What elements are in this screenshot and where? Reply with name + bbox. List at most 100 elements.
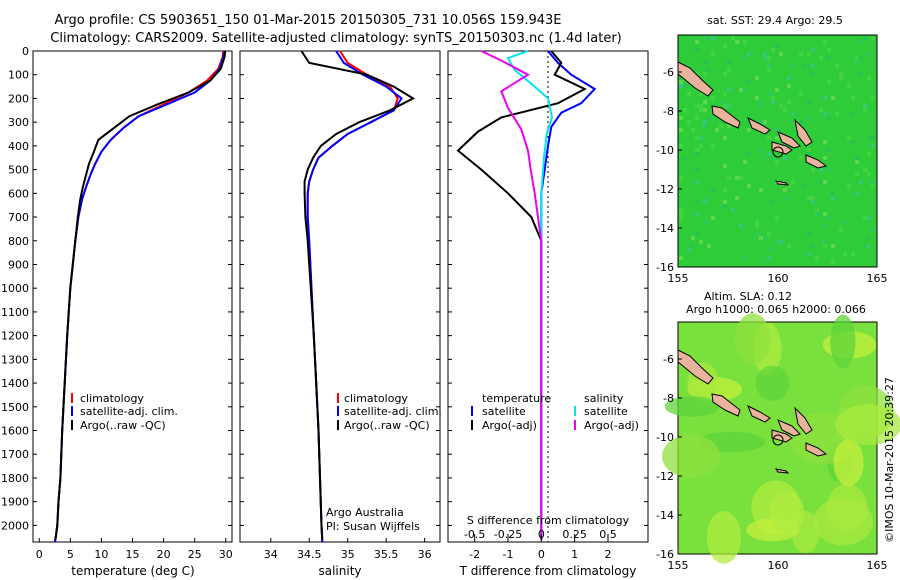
x-tick-label: 35.5 — [374, 548, 399, 561]
sst-speckle — [703, 124, 707, 128]
x-tick-label: 15 — [126, 548, 140, 561]
sst-speckle — [799, 92, 803, 96]
sst-speckle — [687, 248, 691, 252]
sst-speckle — [807, 52, 811, 56]
sst-speckle — [679, 80, 683, 84]
difference-legend: temperature satellite Argo(-adj) salinit… — [471, 392, 639, 432]
santa-isabel-island — [777, 419, 801, 437]
sst-speckle — [703, 200, 707, 204]
sst-speckle — [739, 176, 743, 180]
sst-speckle — [823, 224, 827, 228]
sst-speckle — [759, 100, 763, 104]
sst-speckle — [855, 60, 859, 64]
x-tick-label: 25 — [188, 548, 202, 561]
sst-speckle — [759, 188, 763, 192]
sst-speckle — [695, 104, 699, 108]
s-difference-label: S difference from climatology — [467, 514, 630, 527]
sst-speckle — [703, 72, 707, 76]
sst-speckle — [699, 240, 703, 244]
sst-speckle — [747, 80, 751, 84]
sst-speckle — [823, 112, 827, 116]
map-lat-tick-label: -10 — [656, 144, 674, 157]
sst-speckle — [863, 216, 867, 220]
depth-tick-label: 1700 — [1, 448, 29, 461]
sst-speckle — [867, 76, 871, 80]
sst-speckle — [871, 136, 875, 140]
map-lat-tick-label: -8 — [663, 392, 674, 405]
map-lat-tick-label: -16 — [656, 548, 674, 561]
sst-speckle — [807, 196, 811, 200]
sst-speckle — [863, 104, 867, 108]
map-lat-tick-label: -6 — [663, 353, 674, 366]
choiseul-island — [747, 116, 771, 135]
sst-speckle — [727, 124, 731, 128]
sst-speckle — [827, 116, 831, 120]
sst-speckle — [819, 56, 823, 60]
sst-speckle — [743, 88, 747, 92]
x-tick-label: 20 — [157, 548, 171, 561]
sst-speckle — [755, 220, 759, 224]
sst-speckle — [707, 116, 711, 120]
sst-speckle — [855, 192, 859, 196]
sst-speckle — [743, 56, 747, 60]
sst-speckle — [739, 224, 743, 228]
sst-speckle — [771, 248, 775, 252]
legend-label-climatology: climatology — [80, 392, 144, 405]
depth-tick-label: 800 — [8, 235, 29, 248]
sst-speckle — [695, 48, 699, 52]
legend-label-climatology: climatology — [344, 392, 408, 405]
sst-speckle — [711, 144, 715, 148]
sst-speckle — [843, 252, 847, 256]
sst-speckle — [727, 88, 731, 92]
sst-speckle — [775, 216, 779, 220]
sst-speckle — [839, 76, 843, 80]
sst-speckle — [851, 140, 855, 144]
legend-label-satellite: satellite-adj. clim. — [80, 405, 178, 418]
difference-panel: -2 -1 0 1 2 temperature satellite Argo(-adj)… — [447, 50, 649, 578]
depth-tick-label: 1200 — [1, 330, 29, 343]
sst-speckle — [811, 200, 815, 204]
title-line-1: Argo profile: CS 5903651_150 01-Mar-2015… — [54, 13, 561, 28]
sst-speckle — [815, 212, 819, 216]
sst-speckle — [727, 176, 731, 180]
x-tick-label: 34.5 — [297, 548, 322, 561]
sst-speckle — [699, 104, 703, 108]
sst-speckle — [827, 80, 831, 84]
sst-speckle — [755, 76, 759, 80]
sla-map: Altim. SLA: 0.12 Argo h1000: 0.065 h2000… — [656, 290, 900, 572]
sst-speckle — [695, 212, 699, 216]
sst-speckle — [687, 120, 691, 124]
sst-speckle — [847, 184, 851, 188]
sst-speckle — [771, 156, 775, 160]
map-lat-tick-label: -8 — [663, 105, 674, 118]
sst-speckle — [771, 48, 775, 52]
sst-speckle — [827, 168, 831, 172]
sst-speckle — [831, 244, 835, 248]
depth-tick-label: 1500 — [1, 401, 29, 414]
x-tick-label: 36 — [418, 548, 432, 561]
x-tick-label: 30 — [219, 548, 233, 561]
sst-speckle — [691, 236, 695, 240]
bougainville-island — [711, 105, 741, 129]
s-tick-label: -0.25 — [494, 528, 522, 541]
sst-speckle — [799, 52, 803, 56]
sla-land — [677, 349, 828, 474]
depth-tick-label: 0 — [22, 45, 29, 58]
legend-label-s-satellite: satellite — [584, 405, 628, 418]
sst-speckle — [775, 128, 779, 132]
sst-speckle — [731, 36, 735, 40]
sst-speckle — [723, 92, 727, 96]
map-lat-tick-label: -12 — [656, 183, 674, 196]
sst-speckle — [731, 208, 735, 212]
sst-speckle — [747, 128, 751, 132]
depth-tick-label: 600 — [8, 187, 29, 200]
sst-speckle — [819, 108, 823, 112]
sst-speckle — [823, 180, 827, 184]
depth-tick-label: 1900 — [1, 496, 29, 509]
sst-speckle — [699, 92, 703, 96]
sst-speckle — [695, 200, 699, 204]
sst-speckle — [775, 136, 779, 140]
sst-speckle — [791, 112, 795, 116]
sst-speckle — [679, 212, 683, 216]
bougainville-island — [711, 393, 741, 417]
